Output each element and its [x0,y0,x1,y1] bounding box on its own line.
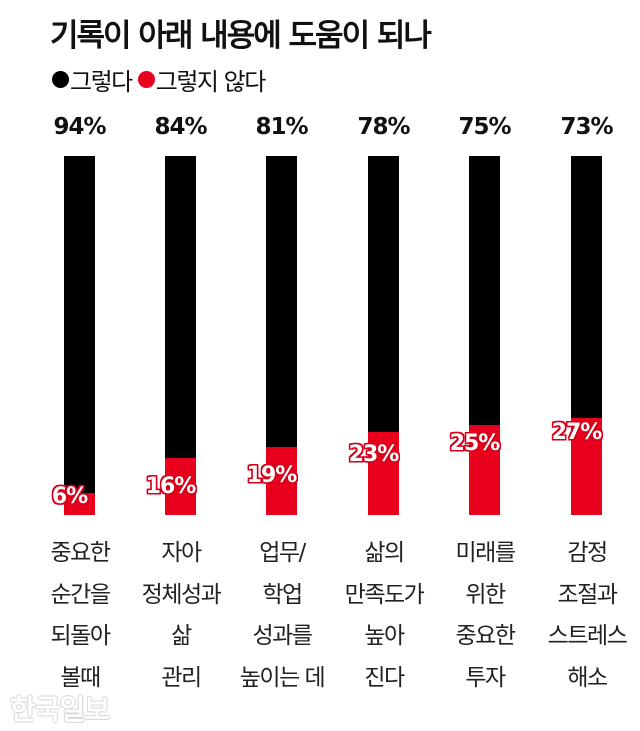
category-label-line: 조절과 [557,581,618,608]
bar-segment-no [64,493,95,515]
bar [266,156,297,515]
category-label-line: 스트레스 [547,623,628,649]
value-label-no: 25% [449,431,501,457]
bar-segment-no [571,418,602,515]
value-label-no: 6% [51,484,88,509]
category-label-line: 위한 [465,581,506,608]
category-label-line: 높아 [364,623,405,649]
category-label-line: 삶의 [364,540,405,566]
value-label-no: 27% [551,420,603,446]
watermark-logo: 한국일보 [10,693,110,726]
bar [64,156,95,515]
bar-segment-no [469,425,500,515]
category-label-line: 만족도가 [344,581,425,608]
category-label-line: 볼때 [60,664,101,691]
category-label-line: 삶 [171,623,192,649]
category-label-line: 관리 [161,664,202,691]
value-label-yes: 75% [458,114,511,140]
category-label-line: 자아 [161,540,202,566]
category-label-line: 중요한 [455,623,516,649]
legend-dot-red-icon [137,71,155,88]
legend-item-no: 그렇지 않다 [137,62,267,97]
legend-dot-black-icon [52,71,69,88]
value-label-yes: 78% [357,114,410,140]
category-label-line: 되돌아 [50,623,111,649]
value-label-yes: 84% [154,114,207,140]
bar [165,156,196,515]
legend-item-yes: 그렇다 [52,62,133,97]
value-label-yes: 94% [53,114,106,140]
value-label-no: 16% [145,473,197,499]
bar-segment-no [368,432,399,515]
category-label-line: 업무/ [259,540,306,566]
category-label-line: 진다 [364,664,405,691]
category-label-line: 성과를 [252,623,313,649]
bar [469,156,500,515]
value-label-no: 23% [348,442,400,468]
chart-title: 기록이 아래 내용에 도움이 되나 [50,18,432,54]
legend-label-no: 그렇지 않다 [155,68,267,96]
legend-label-yes: 그렇다 [70,68,133,96]
bar-segment-no [266,446,297,515]
value-label-yes: 81% [255,114,308,140]
category-label-line: 감정 [567,540,608,566]
bar [368,156,399,515]
legend: 그렇다 그렇지 않다 [52,62,271,97]
category-label-line: 정체성과 [141,581,222,608]
value-label-yes: 73% [560,114,613,140]
category-label-line: 해소 [567,664,608,691]
category-label-line: 투자 [465,664,506,691]
category-label-line: 순간을 [50,581,111,608]
bar [571,156,602,515]
category-label-line: 미래를 [455,540,516,566]
category-label-line: 학업 [262,581,303,608]
category-label-line: 높이는 데 [239,664,326,691]
bar-segment-no [165,457,196,515]
value-label-no: 19% [246,462,298,488]
category-label-line: 중요한 [50,540,111,566]
